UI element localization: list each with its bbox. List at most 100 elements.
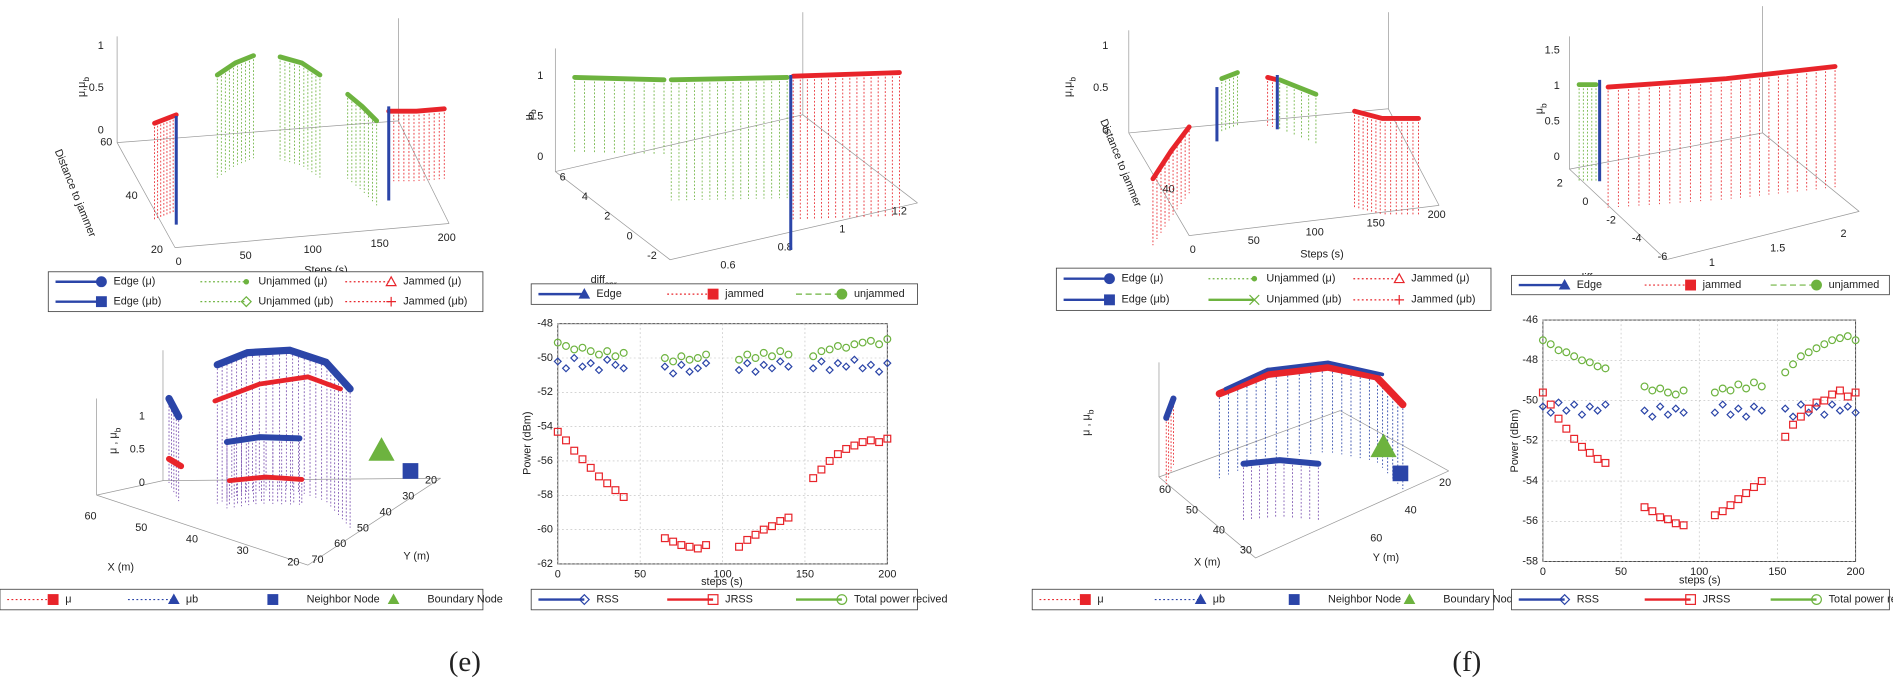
marker	[1679, 386, 1688, 395]
x-tick-label: 200	[1428, 209, 1446, 221]
legend-label: jammed	[1702, 279, 1742, 291]
marker	[1718, 400, 1727, 409]
y-tick-label: -54	[537, 421, 553, 433]
marker	[611, 360, 620, 370]
x-tick-label: 60	[84, 511, 96, 523]
marker	[842, 343, 851, 352]
y-tick-label: -48	[537, 318, 553, 330]
y-tick-label: -52	[1522, 435, 1538, 447]
marker	[1538, 336, 1547, 345]
marker	[1726, 386, 1735, 395]
x-tick-label: 50	[1186, 504, 1198, 516]
marker	[759, 525, 768, 534]
marker	[1577, 356, 1586, 365]
surface-cap	[214, 53, 256, 78]
x-tick-label: 50	[1615, 566, 1627, 578]
z-axis-label-text: μ , μ	[107, 432, 119, 454]
marker	[866, 436, 875, 445]
marker	[1403, 593, 1416, 605]
axis-box	[555, 114, 918, 204]
marker	[1593, 454, 1602, 463]
legend-label: Edge	[1577, 279, 1602, 291]
marker	[578, 455, 587, 464]
marker	[1569, 400, 1579, 409]
y-tick-label: 30	[402, 490, 414, 502]
marker	[833, 342, 842, 350]
marker	[759, 360, 768, 370]
marker	[1718, 507, 1727, 516]
x-tick-label: 150	[371, 238, 389, 250]
marker	[808, 364, 818, 373]
legend-label: jammed	[724, 288, 764, 300]
marker	[809, 474, 818, 483]
x-tick-label: 20	[287, 557, 299, 569]
marker	[586, 463, 595, 472]
x-tick-label: 200	[438, 232, 456, 244]
marker	[809, 352, 818, 361]
marker	[240, 295, 252, 308]
marker	[1562, 406, 1571, 415]
marker	[1796, 400, 1806, 409]
marker	[578, 288, 591, 299]
surface-cap	[572, 74, 667, 83]
marker	[586, 358, 595, 368]
marker	[95, 296, 107, 308]
marker	[1757, 382, 1766, 391]
y-tick-label: -50	[1522, 394, 1538, 406]
marker	[784, 362, 793, 371]
marker	[776, 517, 785, 526]
surface-cap	[790, 70, 902, 79]
legend-label: μb	[1213, 593, 1225, 605]
x-tick-label: 1.5	[1770, 243, 1785, 255]
y-tick-label: -56	[1522, 515, 1538, 527]
surface-cap	[1163, 395, 1177, 421]
marker	[1079, 594, 1091, 605]
y-axis-label: Y (m)	[403, 551, 429, 563]
axis-box	[96, 477, 441, 566]
marker	[841, 362, 851, 371]
marker	[707, 288, 719, 300]
axis-box	[1569, 168, 1860, 261]
marker	[768, 352, 776, 361]
marker	[768, 522, 776, 531]
marker	[1796, 352, 1805, 361]
legend-box	[1511, 274, 1890, 296]
marker	[1811, 279, 1822, 291]
marker	[751, 367, 760, 376]
marker	[1843, 402, 1852, 411]
y-axis-label: Y (m)	[1373, 552, 1399, 564]
y-tick-label: 40	[1163, 184, 1175, 196]
marker	[668, 369, 678, 378]
marker	[1741, 412, 1751, 421]
marker	[836, 594, 848, 605]
legend-label: Jammed (μ)	[1411, 273, 1469, 285]
x-tick-label: 200	[1847, 566, 1865, 578]
marker	[1393, 272, 1406, 284]
marker	[817, 357, 826, 366]
marker	[1726, 501, 1735, 510]
marker	[735, 355, 744, 364]
marker	[1851, 408, 1860, 417]
marker	[1710, 511, 1719, 520]
marker	[1640, 406, 1649, 415]
x-tick-label: 2	[1840, 228, 1846, 240]
marker	[619, 364, 628, 373]
marker	[1679, 521, 1688, 530]
marker	[1601, 458, 1610, 467]
marker	[1546, 340, 1555, 349]
marker	[743, 358, 752, 368]
marker	[660, 362, 670, 371]
marker	[1835, 334, 1844, 343]
y-tick-label: -2	[1606, 214, 1616, 226]
marker	[1648, 412, 1657, 421]
legend-label: unjammed	[854, 288, 905, 300]
marker	[611, 352, 620, 361]
marker	[660, 534, 669, 543]
surface-cap	[1352, 108, 1421, 121]
y-tick-label: 20	[1439, 477, 1451, 489]
x-tick-label: 150	[1367, 218, 1385, 230]
marker	[883, 434, 892, 443]
marker	[1558, 278, 1571, 290]
z-axis-label-sub: b	[113, 427, 123, 432]
z-tick-label: 0.5	[1093, 82, 1108, 94]
